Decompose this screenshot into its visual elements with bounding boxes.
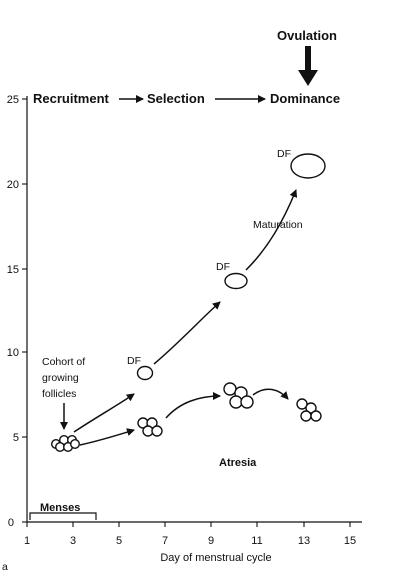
dominant-follicle-3 [290, 153, 326, 179]
stage-dominance: Dominance [270, 91, 340, 106]
follicle [300, 410, 312, 422]
menses-label: Menses [40, 502, 80, 514]
follicle [305, 402, 317, 414]
x-tick-label: 13 [298, 535, 310, 547]
cohort-label-line1: Cohort of [42, 356, 85, 368]
follicle-cluster-atretic-2 [223, 382, 254, 409]
atresia-arrow-3 [252, 388, 289, 400]
follicle-cluster-atretic-1 [137, 417, 163, 437]
stage-recruitment: Recruitment [33, 91, 110, 106]
follicle [69, 439, 80, 450]
follicle [240, 395, 254, 409]
pathway-arrow-df2-to-df3 [245, 189, 298, 271]
x-tick-label: 7 [162, 535, 168, 547]
ovulation-label: Ovulation [277, 28, 337, 43]
dominant-follicle-1 [136, 365, 154, 381]
follicle-cluster-atretic-3 [296, 398, 322, 422]
follicle [223, 382, 237, 396]
df-label-2: DF [216, 261, 230, 273]
follicle-cluster-cohort [51, 435, 80, 453]
x-tick-label: 15 [344, 535, 356, 547]
atresia-arrow-1 [79, 428, 135, 446]
ovulation-arrow [298, 46, 318, 86]
cohort-label-line2: growing [42, 372, 79, 384]
x-tick-label: 1 [24, 535, 30, 547]
df-label-3: DF [277, 148, 291, 160]
pathway-arrow-df1-to-df2 [153, 301, 221, 365]
atresia-arrow-2 [165, 392, 221, 419]
y-tick-label: 25 [7, 94, 19, 106]
pathway-arrow-cohort-to-df1 [73, 393, 135, 433]
corner-mark: a [2, 561, 8, 571]
y-tick-label: 10 [7, 347, 19, 359]
y-tick-label: 0 [8, 517, 14, 529]
cohort-label-line3: follicles [42, 388, 76, 400]
x-tick-label: 11 [251, 535, 262, 547]
menses-bracket [29, 512, 97, 520]
follicle [229, 395, 243, 409]
maturation-label: Maturation [253, 219, 303, 231]
follicle [310, 410, 322, 422]
y-tick-label: 15 [7, 264, 19, 276]
x-axis-ticks: 1 3 5 7 9 11 13 15 [24, 522, 356, 547]
dominant-follicle-2 [224, 272, 248, 290]
follicle [151, 425, 163, 437]
atresia-label: Atresia [219, 457, 257, 469]
x-tick-label: 5 [116, 535, 122, 547]
y-tick-label: 20 [7, 179, 19, 191]
y-tick-label: 5 [13, 432, 19, 444]
df-label-1: DF [127, 355, 141, 367]
x-axis-label: Day of menstrual cycle [160, 552, 271, 564]
stage-selection: Selection [147, 91, 205, 106]
x-tick-label: 3 [70, 535, 76, 547]
x-tick-label: 9 [208, 535, 214, 547]
y-axis-ticks: 0 5 10 15 20 25 [7, 94, 27, 529]
